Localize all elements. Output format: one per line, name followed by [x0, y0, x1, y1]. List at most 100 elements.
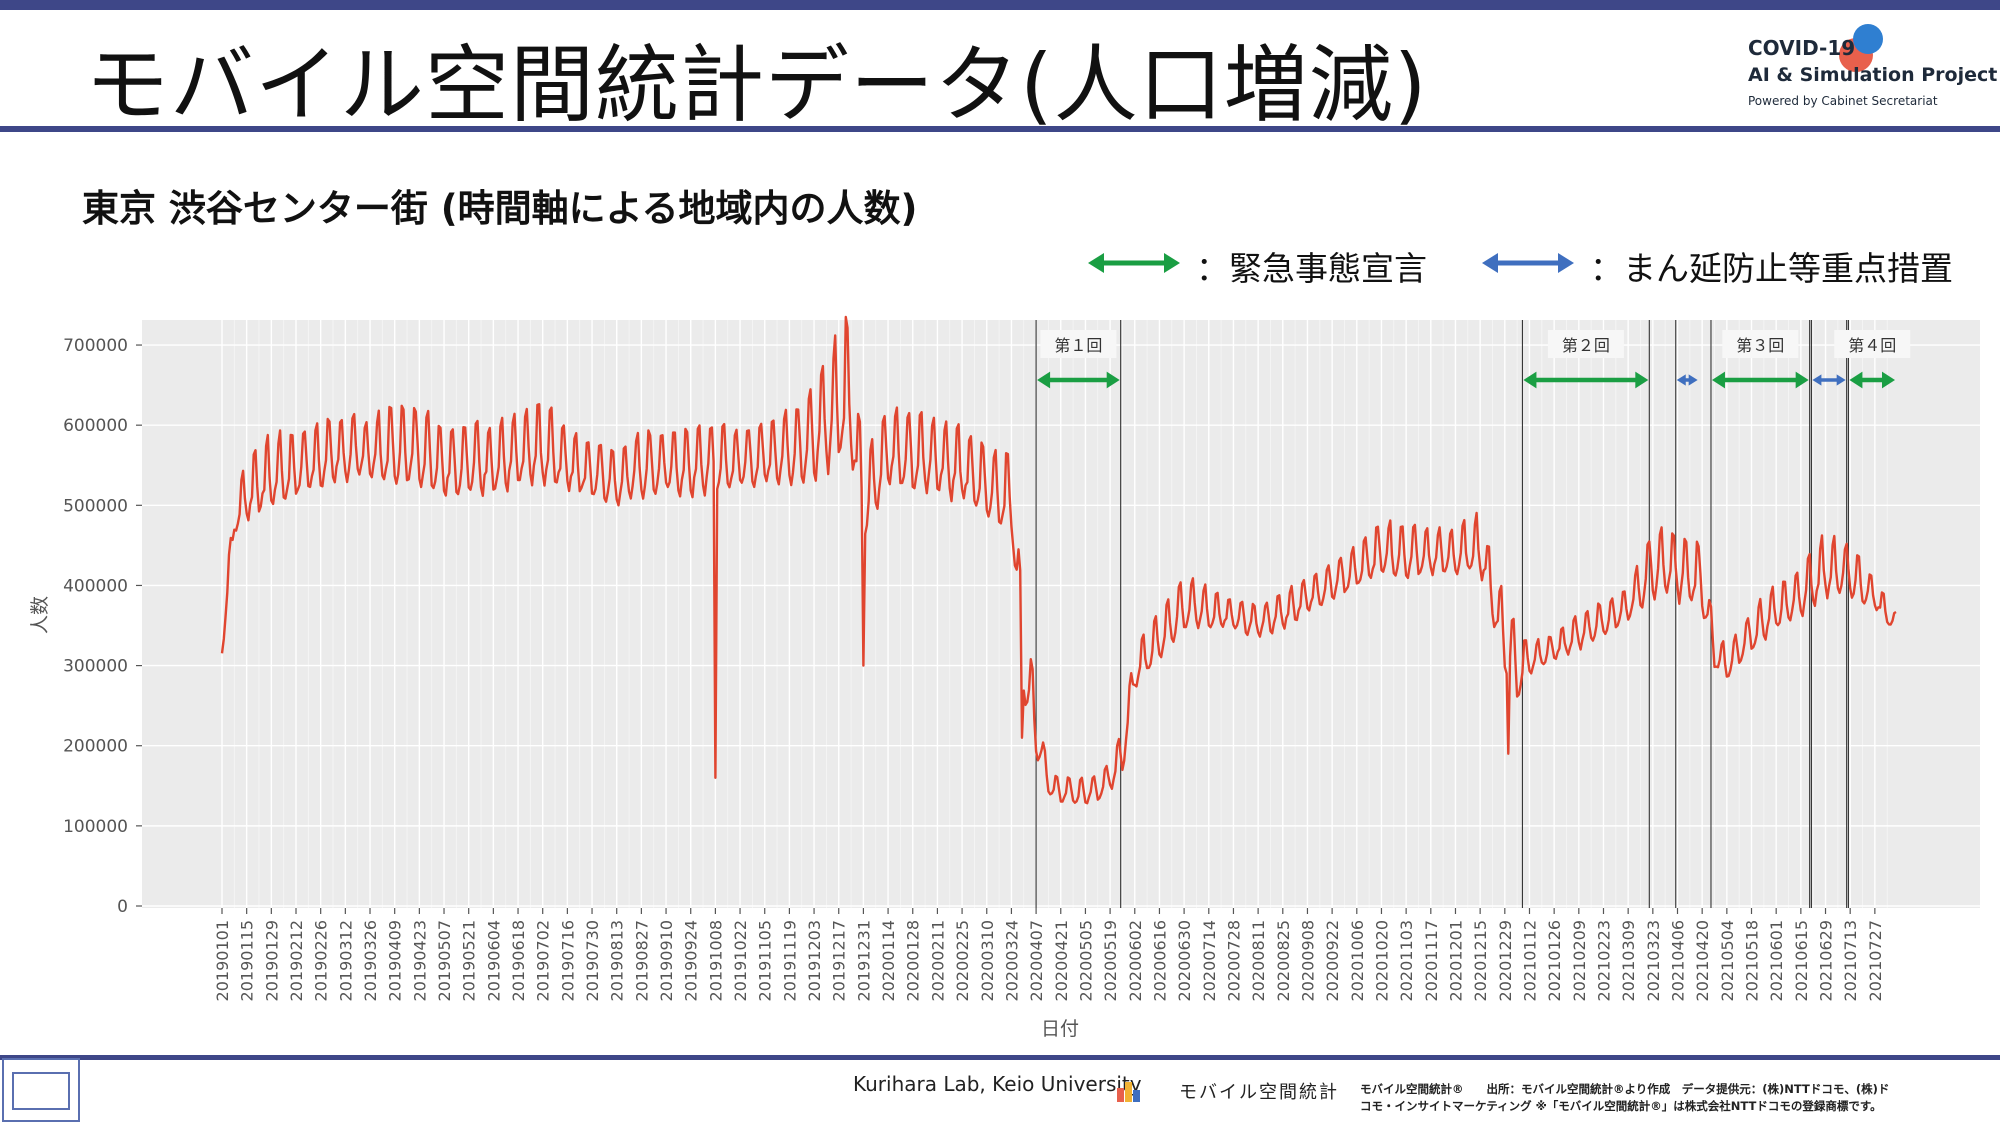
x-tick-label-15: 20190730	[583, 920, 602, 1001]
source-note-line2: コモ・インサイトマーケティング ※「モバイル空間統計®」は株式会社NTTドコモの…	[1360, 1099, 1882, 1113]
x-tick-label-29: 20200211	[928, 920, 947, 1001]
x-tick-label-53: 20210112	[1520, 920, 1539, 1001]
x-tick-label-2: 20190129	[262, 920, 281, 1001]
footer-rule	[0, 1055, 2000, 1060]
measure-arrow-head-right-3	[1795, 371, 1809, 389]
covid-project-logo: COVID-19 AI & Simulation Project Powered…	[1745, 24, 1997, 118]
measure-arrow-head-left-0	[1037, 371, 1051, 389]
x-tick-label-37: 20200602	[1126, 920, 1145, 1001]
x-tick-label-21: 20191022	[731, 920, 750, 1001]
measure-boundary-lines	[1035, 320, 1849, 908]
x-tick-label-31: 20200310	[978, 920, 997, 1001]
x-tick-label-4: 20190226	[312, 920, 331, 1001]
logo-line3: Powered by Cabinet Secretariat	[1748, 94, 1938, 108]
x-tick-label-43: 20200825	[1274, 920, 1293, 1001]
x-tick-label-60: 20210420	[1693, 920, 1712, 1001]
x-tick-label-56: 20210223	[1594, 920, 1613, 1001]
source-note-line1: モバイル空間統計® 出所：モバイル空間統計®より作成 データ提供元：(株)NTT…	[1360, 1082, 1890, 1096]
measure-label-0: 第１回	[1054, 336, 1102, 355]
measure-arrow-head-left-3	[1711, 371, 1725, 389]
measure-arrow-head-left-5	[1849, 371, 1863, 389]
measure-arrow-head-right-2	[1688, 374, 1698, 386]
x-tick-label-12: 20190618	[509, 920, 528, 1001]
measure-label-box-1	[1547, 330, 1624, 358]
lab-credit: Kurihara Lab, Keio University	[853, 1072, 1142, 1096]
legend-priority-label: ：まん延防止等重点措置	[1590, 249, 1953, 288]
x-tick-label-63: 20210601	[1767, 920, 1786, 1001]
x-tick-label-45: 20200922	[1323, 920, 1342, 1001]
x-tick-label-65: 20210629	[1817, 920, 1836, 1001]
top-accent-line	[0, 0, 2000, 10]
x-tick-label-25: 20191217	[830, 920, 849, 1001]
x-tick-label-38: 20200616	[1150, 920, 1169, 1001]
x-tick-label-47: 20201020	[1372, 920, 1391, 1001]
header-rule	[0, 126, 2000, 132]
x-tick-label-62: 20210518	[1743, 920, 1762, 1001]
measure-arrow-head-left-2	[1676, 374, 1686, 386]
measure-label-5: 第４回	[1848, 336, 1896, 355]
x-tick-label-34: 20200421	[1052, 920, 1071, 1001]
x-tick-label-5: 20190312	[336, 920, 355, 1001]
x-tick-label-48: 20201103	[1397, 920, 1416, 1001]
x-tick-label-46: 20201006	[1348, 920, 1367, 1001]
x-tick-label-10: 20190521	[460, 920, 479, 1001]
mobile-stats-logo-icon	[1117, 1082, 1140, 1102]
measure-label-box-5	[1834, 330, 1911, 358]
y-axis-ticks: 0 100000 200000 300000 400000 500000 600000 700…	[63, 336, 142, 917]
keio-lab-logo	[2, 1058, 80, 1122]
measure-arrow-head-left-4	[1812, 374, 1822, 386]
x-tick-label-3: 20190212	[287, 920, 306, 1001]
logo-blue-dot	[1853, 24, 1883, 54]
x-tick-label-20: 20191008	[706, 920, 725, 1001]
mobile-stats-logo: モバイル空間統計	[1115, 1072, 1337, 1108]
x-tick-label-8: 20190423	[410, 920, 429, 1001]
legend-emergency-label: ：緊急事態宣言	[1196, 249, 1427, 288]
mobile-stats-logo-text: モバイル空間統計	[1179, 1082, 1339, 1103]
x-tick-label-9: 20190507	[435, 920, 454, 1001]
x-tick-label-40: 20200714	[1200, 920, 1219, 1001]
y-tick-label-1: 100000	[63, 817, 128, 837]
logo-line1: COVID-19	[1748, 36, 1856, 60]
x-axis-ticks: 20190101 20190115 20190129 20190212 20190226…	[213, 908, 1885, 1001]
y-tick-label-5: 500000	[63, 496, 128, 516]
blue-double-arrow-icon	[1482, 253, 1574, 273]
measure-label-box-3	[1722, 330, 1799, 358]
measure-label-1: 第２回	[1562, 336, 1610, 355]
x-tick-label-36: 20200519	[1101, 920, 1120, 1001]
x-tick-label-27: 20200114	[879, 920, 898, 1001]
chart-subtitle: 東京 渋谷センター街 (時間軸による地域内の人数)	[82, 187, 918, 230]
x-tick-label-1: 20190115	[238, 920, 257, 1001]
x-tick-label-61: 20210504	[1718, 920, 1737, 1001]
x-tick-label-52: 20201229	[1496, 920, 1515, 1001]
x-tick-label-39: 20200630	[1175, 920, 1194, 1001]
population-line-chart: 第１回 第２回 第３回 第４回 0 100000 200000 300000 400000 50…	[29, 315, 1980, 1040]
x-tick-label-59: 20210406	[1668, 920, 1687, 1001]
x-axis-label: 日付	[1041, 1018, 1079, 1040]
legend-priority: ：まん延防止等重点措置	[1482, 242, 1982, 288]
x-tick-label-18: 20190910	[657, 920, 676, 1001]
measure-label-box-0	[1040, 330, 1117, 358]
measure-arrow-head-right-0	[1106, 371, 1120, 389]
x-tick-label-58: 20210323	[1644, 920, 1663, 1001]
y-tick-label-6: 600000	[63, 416, 128, 436]
green-double-arrow-icon	[1088, 253, 1180, 273]
measure-arrow-head-left-1	[1523, 371, 1537, 389]
x-tick-label-16: 20190813	[608, 920, 627, 1001]
x-tick-label-57: 20210309	[1619, 920, 1638, 1001]
logo-line2: AI & Simulation Project	[1748, 64, 1998, 86]
x-tick-label-35: 20200505	[1076, 920, 1095, 1001]
x-tick-label-33: 20200407	[1027, 920, 1046, 1001]
x-tick-label-19: 20190924	[682, 920, 701, 1001]
x-tick-label-42: 20200811	[1249, 920, 1268, 1001]
x-tick-label-66: 20210713	[1841, 920, 1860, 1001]
page-title: モバイル空間統計データ(人口増減)	[85, 36, 1428, 134]
x-tick-label-64: 20210615	[1792, 920, 1811, 1001]
measure-arrows: 第１回 第２回 第３回 第４回	[1037, 330, 1911, 389]
x-tick-label-26: 20191231	[854, 920, 873, 1001]
x-tick-label-32: 20200324	[1002, 920, 1021, 1001]
measure-arrow-head-right-4	[1836, 374, 1846, 386]
y-axis-label: 人数	[29, 596, 51, 634]
x-tick-label-13: 20190702	[534, 920, 553, 1001]
x-tick-label-44: 20200908	[1298, 920, 1317, 1001]
measure-arrow-head-right-5	[1882, 371, 1895, 389]
